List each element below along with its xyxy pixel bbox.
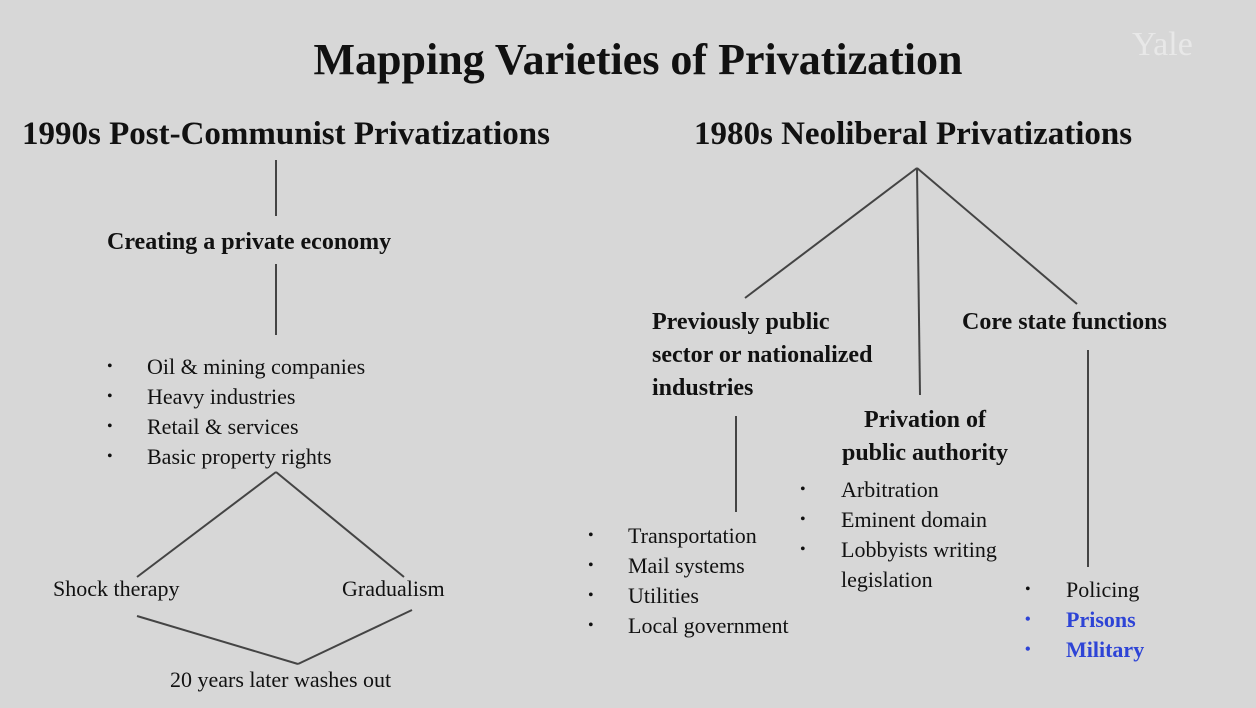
list-item: • Basic property rights <box>107 442 365 472</box>
list-public-authority: • Arbitration • Eminent domain • Lobbyists … <box>800 475 997 595</box>
bullet-icon: • <box>1025 611 1031 628</box>
branch-gradualism: Gradualism <box>342 576 445 601</box>
bullet-icon: • <box>588 557 594 574</box>
list-item: • Oil & mining companies <box>107 352 365 382</box>
list-private-economy: • Oil & mining companies • Heavy industrie… <box>107 352 365 472</box>
branch-shock-therapy: Shock therapy <box>53 576 180 601</box>
bullet-icon: • <box>107 388 113 405</box>
list-item: • Arbitration <box>800 475 997 505</box>
heading-post-communist: 1990s Post-Communist Privatizations <box>22 116 550 152</box>
list-item: • Retail & services <box>107 412 365 442</box>
bullet-icon: • <box>107 448 113 465</box>
node-public-sector: Previously public sector or nationalized… <box>652 309 873 401</box>
list-item: • Eminent domain <box>800 505 997 535</box>
bullet-icon: • <box>800 481 806 498</box>
node-public-authority: Privation of public authority <box>841 407 1009 466</box>
bullet-icon: • <box>800 541 806 558</box>
yale-watermark: Yale <box>1132 26 1193 63</box>
outcome-text: 20 years later washes out <box>170 667 392 692</box>
bullet-icon: • <box>588 527 594 544</box>
connector-items-to-gradual <box>275 471 405 578</box>
list-item: legislation <box>841 567 933 592</box>
connector-items-to-shock <box>136 471 277 578</box>
list-item: • Policing <box>1025 575 1144 605</box>
list-item-highlighted: • Military <box>1025 635 1144 665</box>
list-item: • Heavy industries <box>107 382 365 412</box>
list-item: • Utilities <box>588 581 789 611</box>
slide-title: Mapping Varieties of Privatization <box>313 35 963 84</box>
list-item: • Lobbyists writing <box>800 535 997 565</box>
node-private-economy: Creating a private economy <box>107 229 392 255</box>
connector-shock-to-outcome <box>136 615 299 665</box>
bullet-icon: • <box>1025 641 1031 658</box>
list-item-highlighted: • Prisons <box>1025 605 1144 635</box>
list-item: • Mail systems <box>588 551 789 581</box>
list-item: • Local government <box>588 611 789 641</box>
connector-gradual-to-outcome <box>297 609 413 665</box>
bullet-icon: • <box>588 587 594 604</box>
connector-neoliberal-to-core <box>916 167 1078 305</box>
list-public-sector: • Transportation • Mail systems • Utilities… <box>588 521 789 641</box>
list-core-state: • Policing • Prisons • Military <box>1025 575 1144 665</box>
bullet-icon: • <box>107 358 113 375</box>
bullet-icon: • <box>1025 581 1031 598</box>
connector-neoliberal-to-public-sector <box>744 167 918 299</box>
node-core-state-functions: Core state functions <box>962 309 1167 335</box>
connector-neoliberal-to-authority <box>916 167 921 396</box>
bullet-icon: • <box>107 418 113 435</box>
bullet-icon: • <box>588 617 594 634</box>
list-item: • Transportation <box>588 521 789 551</box>
bullet-icon: • <box>800 511 806 528</box>
heading-neoliberal: 1980s Neoliberal Privatizations <box>694 116 1133 152</box>
